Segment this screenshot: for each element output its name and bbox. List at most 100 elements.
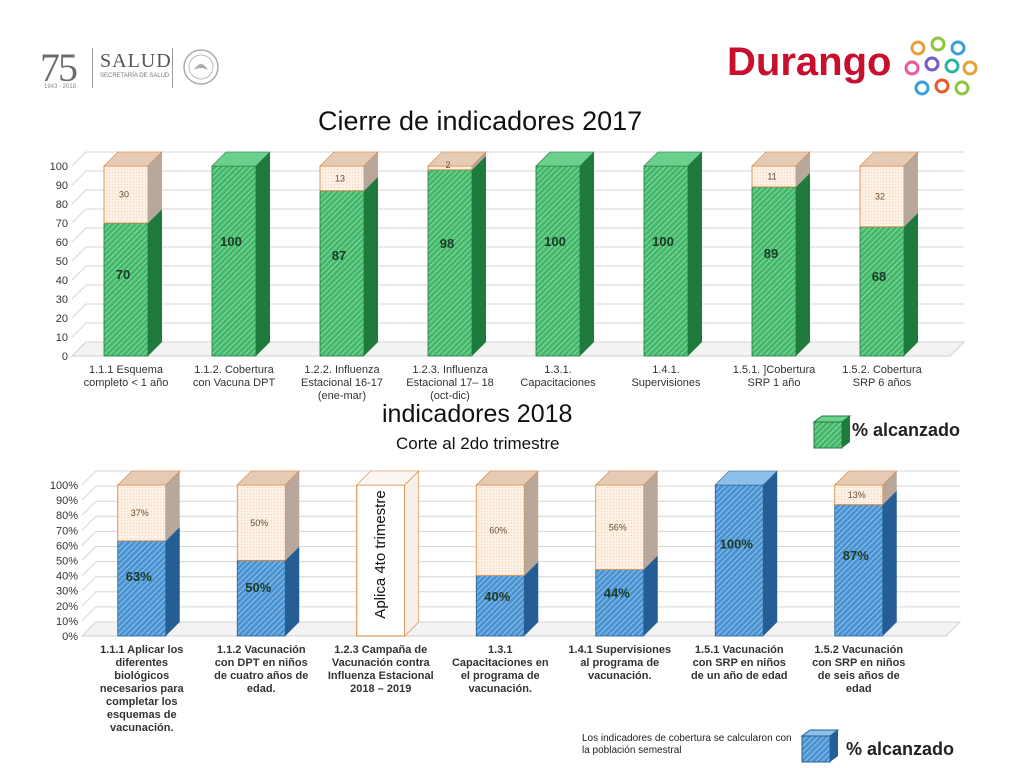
bar-remaining	[859, 165, 905, 228]
bar-remaining-top	[319, 151, 379, 167]
bar-remaining-side	[882, 471, 897, 505]
data-label: 40%	[484, 589, 510, 604]
legend-top	[812, 415, 852, 449]
gridline	[81, 546, 97, 561]
y-tick-label: 0	[62, 351, 68, 363]
category-label: 1.1.1 Aplicar los	[100, 644, 183, 656]
category-label: (oct-dic)	[430, 390, 470, 402]
gridline	[81, 621, 97, 637]
category-label: 2018 – 2019	[350, 683, 411, 695]
bar-achieved	[595, 569, 645, 637]
category-label: vacunación.	[588, 670, 652, 682]
category-label: Capacitaciones en	[452, 657, 549, 669]
gridline	[71, 151, 87, 167]
y-tick-label: 20%	[56, 601, 78, 613]
category-label: Vacunación contra	[332, 657, 431, 669]
category-label: SRP 6 años	[853, 377, 912, 389]
bar-achieved	[535, 165, 581, 357]
category-label: 1.5.1. ]Cobertura	[733, 364, 816, 376]
gridline	[71, 265, 87, 281]
category-label: 1.1.2. Cobertura	[194, 364, 274, 376]
y-tick-label: 40%	[56, 571, 78, 583]
bar-remaining-top	[751, 151, 811, 167]
bar-achieved-side	[524, 561, 539, 636]
category-label: (ene-mar)	[318, 390, 366, 402]
data-label: 2	[445, 160, 450, 170]
gridline	[71, 341, 87, 357]
gridline	[71, 170, 87, 186]
category-label: de cuatro años de	[214, 670, 308, 682]
category-label: con Vacuna DPT	[193, 377, 276, 389]
chart-2018: 0% 10% 20% 30% 40% 50% 60% 70% 80% 90% 100% 63% 37% 1…	[50, 470, 962, 734]
gridline	[81, 561, 97, 576]
gridline	[71, 303, 87, 319]
bar-remaining-top	[475, 470, 539, 486]
data-label: 87	[332, 248, 346, 263]
category-label: de un año de edad	[691, 670, 788, 682]
category-label: SRP 1 año	[747, 377, 800, 389]
bar-placeholder-side	[404, 470, 420, 637]
y-tick-label: 30	[56, 294, 68, 306]
gridline	[71, 246, 87, 262]
bar-achieved	[117, 540, 167, 637]
category-label: con DPT en niños	[215, 657, 308, 669]
category-label: vacunación.	[468, 683, 532, 695]
category-label: necesarios para	[100, 683, 185, 695]
bar-achieved-side	[688, 152, 702, 356]
75-years-logo: 75	[40, 45, 78, 90]
bar-remaining	[595, 484, 645, 570]
gridline	[71, 284, 87, 300]
data-label: 100	[544, 234, 566, 249]
category-label: al programa de	[580, 657, 659, 669]
bar-remaining-side	[148, 152, 162, 223]
gridline	[71, 227, 87, 243]
bar-achieved-top	[211, 151, 271, 167]
bar-remaining-top	[834, 470, 898, 486]
data-label: 98	[440, 236, 454, 251]
gridline	[81, 500, 97, 516]
aplica-4to-trimestre-label: Aplica 4to trimestre	[372, 490, 389, 618]
category-label: 1.2.3 Campaña de	[334, 644, 427, 656]
bar-achieved-side	[472, 155, 486, 356]
bar-achieved	[103, 222, 149, 357]
bar-remaining-top	[236, 470, 300, 486]
category-label: Estacional 16-17	[301, 377, 383, 389]
bar-placeholder	[356, 484, 406, 637]
category-label: 1.4.1.	[652, 364, 680, 376]
bar-achieved	[427, 169, 473, 357]
chart-2017-title: Cierre de indicadores 2017	[318, 106, 643, 136]
state-name: Durango	[727, 40, 892, 84]
category-label: Influenza Estacional	[328, 670, 434, 682]
y-tick-label: 30%	[56, 586, 78, 598]
bar-achieved-side	[285, 546, 300, 636]
data-label: 87%	[843, 548, 869, 563]
y-tick-label: 70	[56, 218, 68, 230]
logo-years-text: 1943 - 2018	[44, 84, 77, 90]
category-label: Capacitaciones	[520, 377, 596, 389]
data-label: 100	[652, 234, 674, 249]
gridline	[81, 576, 97, 592]
bar-remaining-side	[904, 152, 918, 227]
category-label: completar los	[106, 696, 178, 708]
bar-remaining-side	[524, 471, 539, 576]
category-label: 1.2.2. Influenza	[304, 364, 380, 376]
gridline	[81, 470, 97, 486]
legend-bottom-label: % alcanzado	[846, 739, 955, 759]
y-tick-label: 80%	[56, 510, 78, 522]
y-tick-label: 50%	[56, 556, 78, 568]
category-label: 1.5.2 Vacunación	[814, 644, 903, 656]
category-label: esquemas de	[107, 709, 177, 721]
bar-achieved	[859, 226, 905, 357]
bar-achieved	[834, 504, 884, 637]
data-label: 11	[767, 171, 776, 181]
y-tick-label: 40	[56, 275, 68, 287]
data-label: 56%	[609, 522, 627, 532]
data-label: 30	[119, 190, 129, 200]
bar-achieved-side	[256, 152, 270, 356]
data-label: 68	[872, 269, 886, 284]
category-label: Supervisiones	[631, 377, 701, 389]
category-label: vacunación.	[110, 722, 174, 734]
logo-divider	[92, 48, 93, 88]
gridline	[81, 515, 97, 531]
